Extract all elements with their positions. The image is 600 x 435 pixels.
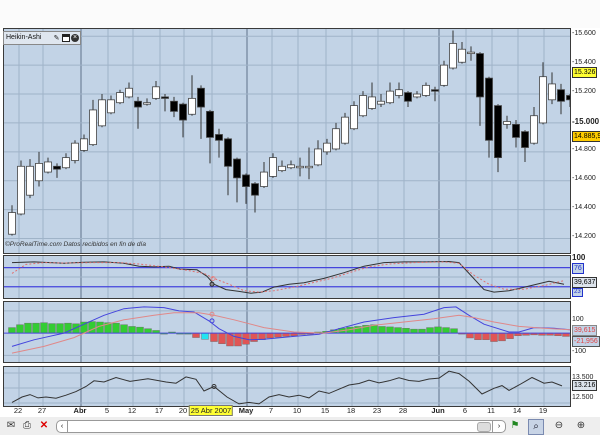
indicator-panel [3, 366, 571, 407]
scroll-left-button[interactable]: ‹ [57, 421, 68, 432]
date-tick: 12 [127, 406, 137, 415]
wrench-icon[interactable]: ✎ [53, 34, 60, 42]
watermark: ©ProRealTime.com Datos recibidos en fin … [5, 241, 146, 248]
price-tick: -15.400 [572, 59, 596, 67]
macd-tick-minus100: -100 [572, 348, 587, 355]
zoom-out-icon[interactable]: ⊖ [554, 420, 564, 431]
date-tick: 11 [487, 406, 495, 415]
indicator-axis: 13.500 12.500 [570, 366, 600, 405]
toolbar-strip [0, 0, 600, 28]
delete-icon[interactable]: ✕ [39, 420, 49, 431]
close-icon[interactable]: × [71, 34, 79, 42]
scroll-thumb[interactable] [477, 422, 491, 432]
stoch-upper-level: 76 [572, 263, 584, 274]
stochastic-chart[interactable] [4, 256, 570, 298]
heikin-ashi-chart[interactable] [4, 29, 574, 253]
date-tick: 28 [398, 406, 408, 415]
date-tick: 27 [37, 406, 47, 415]
date-tick: 7 [268, 406, 274, 415]
date-tick: 6 [462, 406, 468, 415]
price-tick: -14.200 [572, 232, 596, 240]
footer-bar: ✉ ⎙ ✕ ‹ › ⚑ ⌕ ⊖ ⊕ [0, 417, 600, 435]
date-tick: 10 [292, 406, 302, 415]
date-tick: 23 [372, 406, 382, 415]
macd-chart[interactable] [4, 302, 571, 362]
price-tick: -14.800 [572, 145, 596, 153]
date-tick: 14 [512, 406, 522, 415]
price-tick: -15.600 [572, 30, 596, 38]
macd-axis: 100 -100 [570, 301, 600, 361]
stoch-value: 39,637 [572, 277, 598, 288]
date-axis: 22 27 Abr 5 12 17 20 25 Abr 2007 May 7 10 15 18 23 28 J… [3, 405, 569, 417]
panel-title: Heikin-Ashi [6, 34, 42, 41]
price-tick: -14.600 [572, 174, 596, 182]
cursor-date-label: 25 Abr 2007 [188, 405, 234, 416]
indicator-icon[interactable]: ⚑ [510, 420, 520, 431]
date-tick: 5 [104, 406, 110, 415]
date-tick: 22 [13, 406, 23, 415]
zoom-in-icon[interactable]: ⊕ [576, 420, 586, 431]
last-price-label: 15.326 [572, 67, 598, 78]
date-tick: Abr [73, 406, 87, 415]
price-tick: -15.200 [572, 88, 596, 96]
ind-tick-12500: 12.500 [572, 394, 594, 401]
date-tick: 18 [346, 406, 356, 415]
stoch-lower-level: 23 [572, 288, 583, 297]
date-tick: 17 [154, 406, 164, 415]
date-tick: 15 [320, 406, 330, 415]
mail-icon[interactable]: ✉ [6, 420, 16, 431]
zoom-fit-icon[interactable]: ⌕ [528, 419, 544, 435]
stochastic-panel [3, 255, 571, 299]
price-axis: -15.600 -15.400 -15.200 -15.000 -14.800 -14.6… [570, 28, 600, 252]
price-panel [3, 28, 574, 254]
date-tick: 19 [538, 406, 548, 415]
date-tick: May [238, 406, 254, 415]
date-tick: Jun [431, 406, 445, 415]
price-tick: -14.400 [572, 203, 596, 211]
price-tick: -15.000 [572, 116, 600, 126]
horizontal-scrollbar[interactable]: ‹ › [56, 420, 506, 433]
print-icon[interactable]: ⎙ [23, 420, 31, 431]
macd-value-1: 39,615 [572, 325, 598, 336]
panel-title-bar: Heikin-Ashi ✎ × [3, 31, 81, 45]
indicator-chart[interactable] [4, 367, 570, 406]
ind-tick-13500: 13.500 [572, 374, 594, 381]
indicator-value: 13.216 [572, 380, 598, 391]
macd-tick-100: 100 [572, 316, 584, 323]
stoch-tick-100: 100 [572, 253, 586, 262]
macd-value-2: -21,956 [572, 336, 600, 347]
scroll-right-button[interactable]: › [492, 421, 505, 432]
maximize-icon[interactable] [62, 34, 70, 42]
date-tick: 20 [178, 406, 188, 415]
macd-panel [3, 301, 571, 363]
current-price-label: 14.885,9 [572, 131, 600, 142]
